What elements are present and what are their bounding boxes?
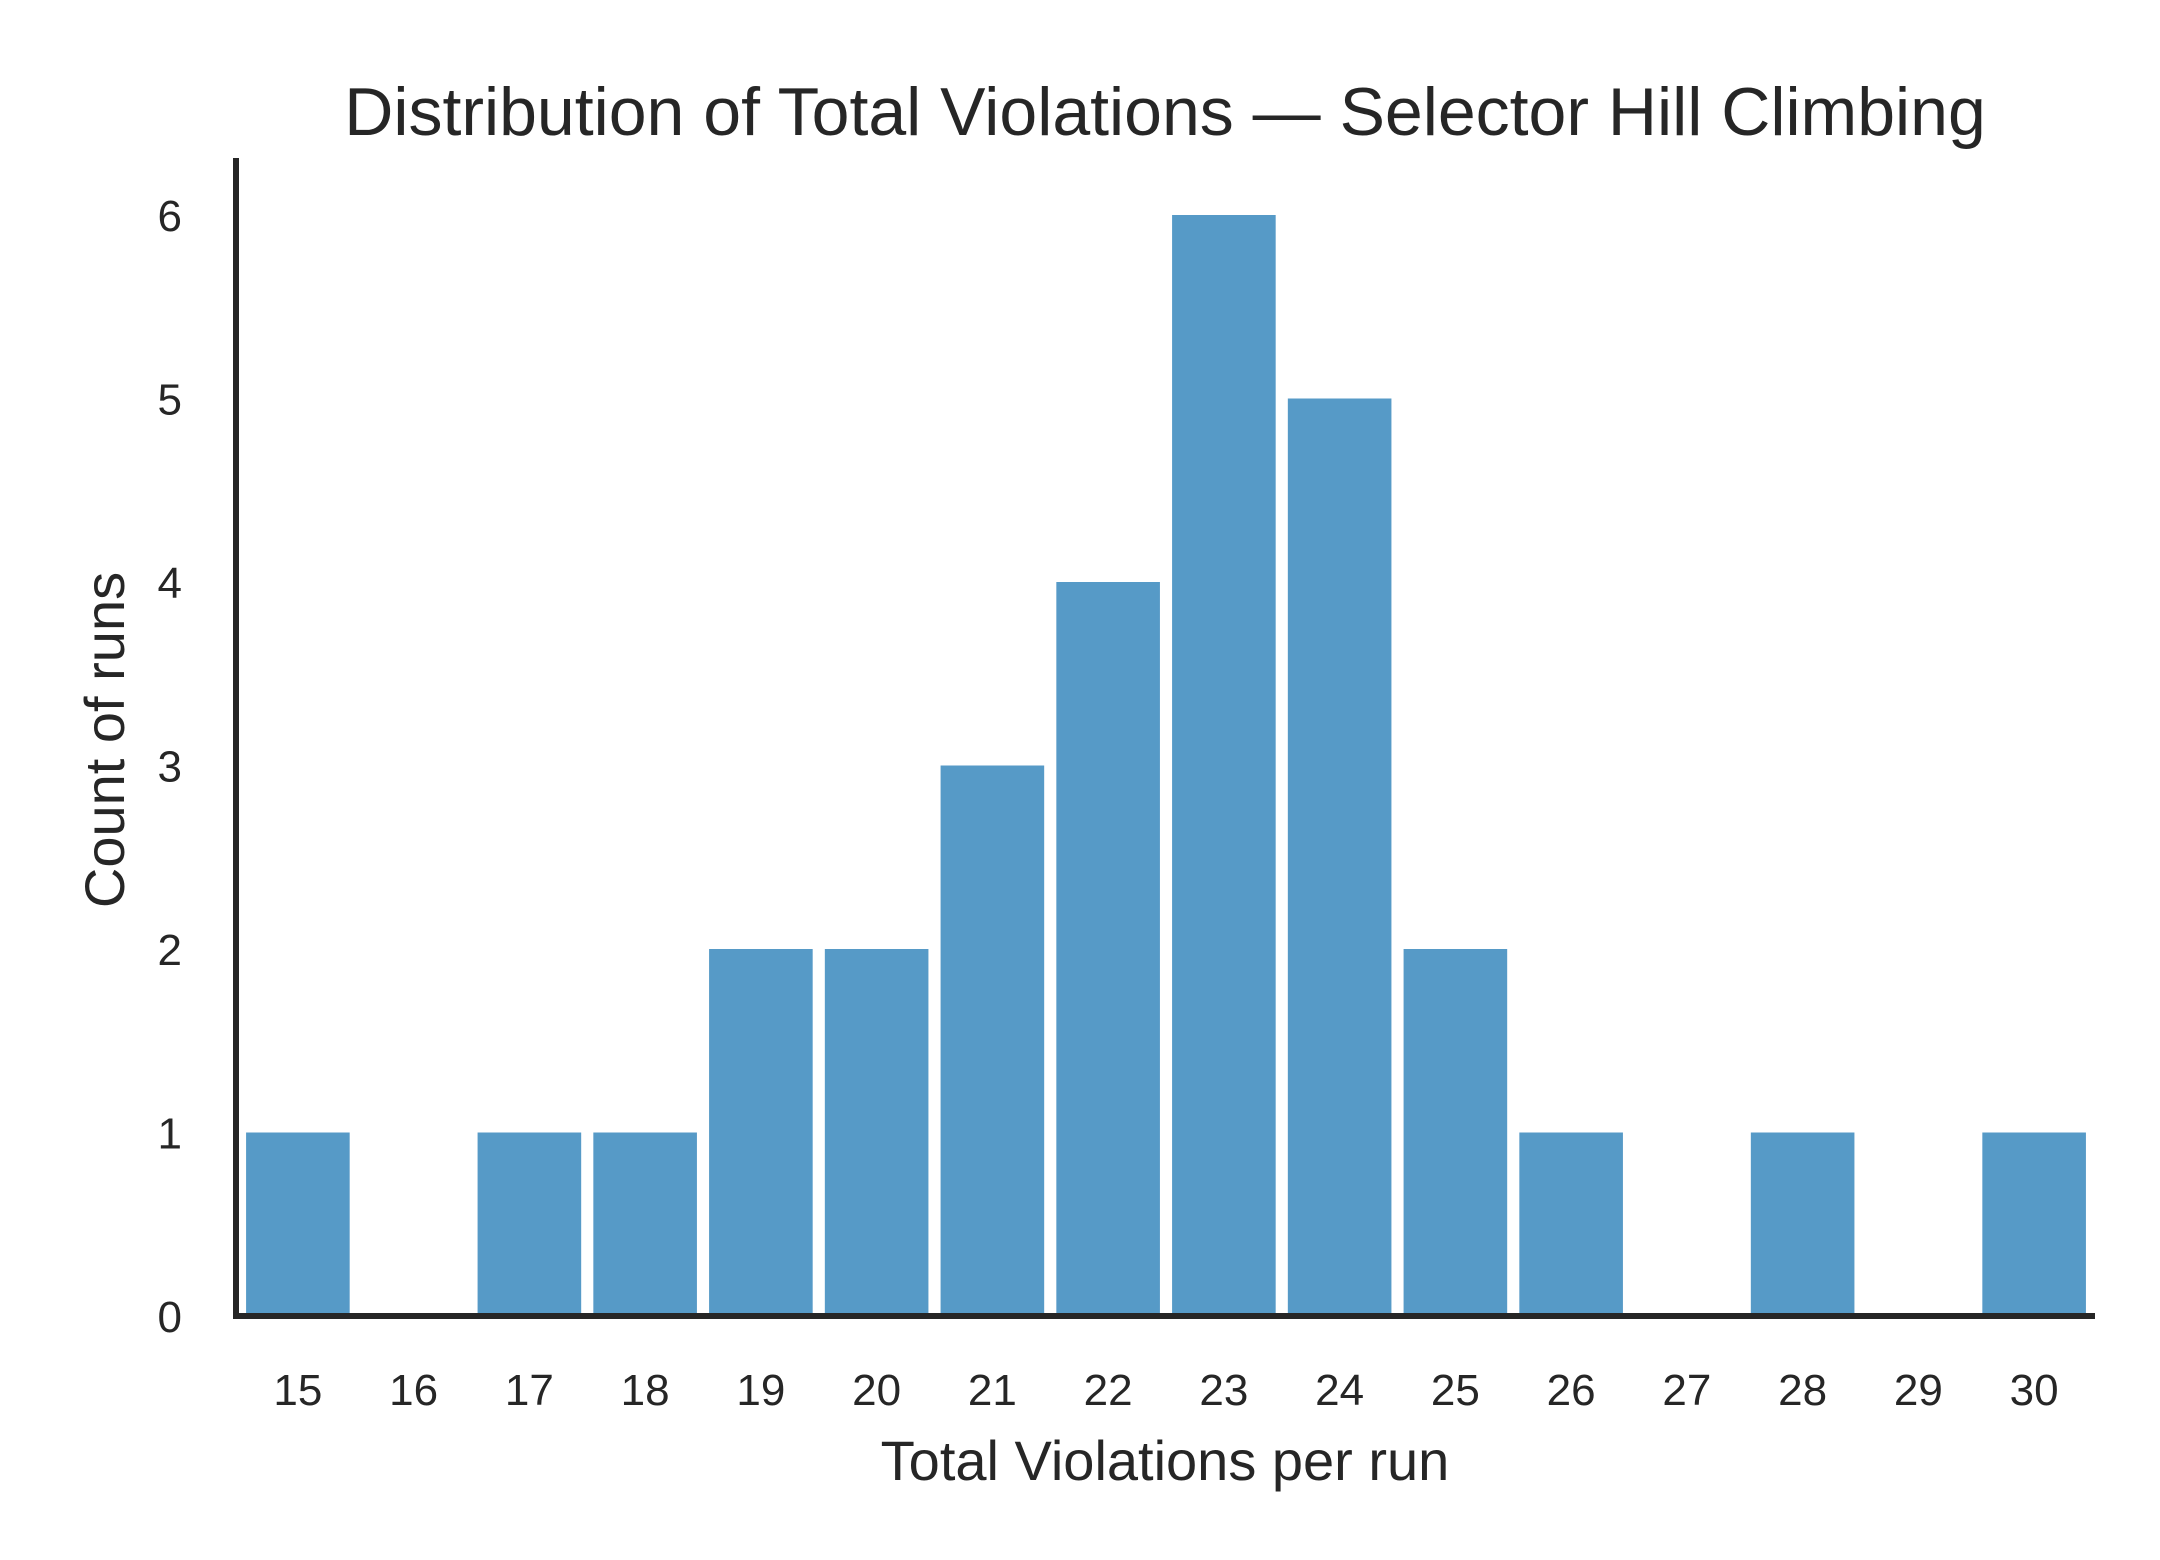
x-tick-label: 16 xyxy=(389,1366,438,1415)
bar-18 xyxy=(593,1132,697,1316)
x-tick-label: 27 xyxy=(1662,1366,1711,1415)
bar-26 xyxy=(1519,1132,1623,1316)
y-tick-labels: 0 1 2 3 4 5 6 xyxy=(158,192,182,1342)
bar-22 xyxy=(1056,582,1160,1316)
x-tick-label: 22 xyxy=(1084,1366,1133,1415)
x-tick-label: 29 xyxy=(1894,1366,1943,1415)
x-tick-label: 15 xyxy=(273,1366,322,1415)
bar-19 xyxy=(709,949,813,1316)
y-tick-label: 4 xyxy=(158,559,182,608)
bar-20 xyxy=(824,949,929,1316)
y-axis-label: Count of runs xyxy=(73,572,136,908)
x-tick-label: 28 xyxy=(1778,1366,1827,1415)
x-tick-label: 18 xyxy=(621,1366,670,1415)
x-tick-label: 20 xyxy=(852,1366,901,1415)
x-axis-label: Total Violations per run xyxy=(881,1429,1450,1492)
y-tick-label: 1 xyxy=(158,1110,182,1159)
x-tick-label: 17 xyxy=(505,1366,554,1415)
bar-30 xyxy=(1982,1132,2086,1316)
x-tick-label: 21 xyxy=(968,1366,1017,1415)
x-tick-label: 30 xyxy=(2010,1366,2059,1415)
bars xyxy=(246,215,2086,1316)
y-tick-label: 0 xyxy=(158,1293,182,1342)
chart-title: Distribution of Total Violations — Selec… xyxy=(344,74,1986,150)
x-tick-label: 25 xyxy=(1431,1366,1480,1415)
x-tick-label: 23 xyxy=(1199,1366,1248,1415)
bar-23 xyxy=(1172,215,1276,1316)
x-tick-label: 26 xyxy=(1547,1366,1596,1415)
y-tick-label: 3 xyxy=(158,743,182,792)
x-tick-labels: 15 16 17 18 19 20 21 22 23 24 25 26 27 28 29 30 xyxy=(273,1366,2058,1415)
bar-15 xyxy=(246,1132,350,1316)
x-tick-label: 24 xyxy=(1315,1366,1364,1415)
bar-28 xyxy=(1750,1132,1855,1316)
bar-24 xyxy=(1287,398,1392,1316)
y-tick-label: 6 xyxy=(158,192,182,241)
y-tick-label: 5 xyxy=(158,376,182,425)
bar-17 xyxy=(477,1132,582,1316)
x-tick-label: 19 xyxy=(736,1366,785,1415)
bar-25 xyxy=(1403,949,1508,1316)
bar-21 xyxy=(940,765,1045,1316)
y-tick-label: 2 xyxy=(158,926,182,975)
